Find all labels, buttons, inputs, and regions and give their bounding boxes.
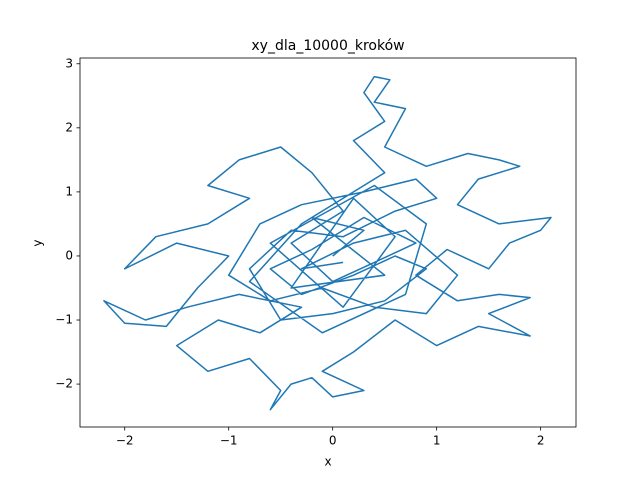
plot-frame [79,57,577,428]
x-tick-label: 1 [433,434,441,448]
x-tick-label: 0 [329,434,337,448]
y-tick-label: −1 [55,313,73,327]
data-line [103,75,552,411]
x-tick-label: −2 [116,434,134,448]
y-tick-label: 1 [65,184,73,198]
y-axis-label: y [31,239,45,246]
x-tick-label: 2 [537,434,545,448]
x-tick-label: −1 [220,434,238,448]
y-tick-label: 3 [65,56,73,70]
y-tick-label: −2 [55,377,73,391]
y-tick-label: 0 [65,248,73,262]
chart-title: xy_dla_10000_kroków [251,38,404,54]
y-tick-label: 2 [65,120,73,134]
x-axis-label: x [324,455,331,469]
